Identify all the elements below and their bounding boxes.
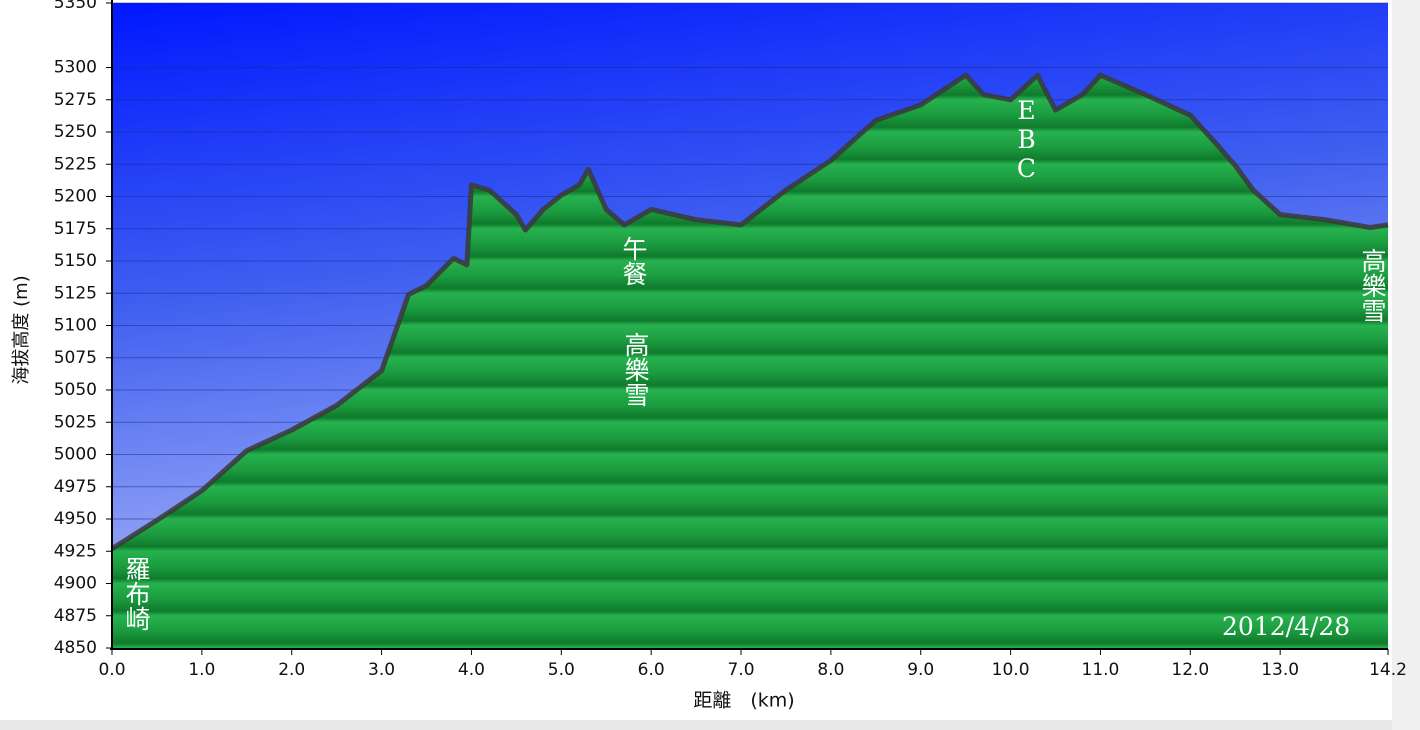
x-tick-label: 11.0 — [1082, 660, 1120, 680]
x-tick-label: 10.0 — [992, 660, 1030, 680]
x-tick-label: 4.0 — [458, 660, 485, 680]
bottom-strip — [0, 720, 1392, 730]
y-tick-label: 4950 — [54, 509, 97, 529]
elevation-line — [110, 72, 1389, 551]
y-tick-label: 5350 — [54, 0, 97, 13]
y-tick-label: 4925 — [54, 541, 97, 561]
y-tick-label: 5150 — [54, 251, 97, 271]
y-tick-label: 5050 — [54, 380, 97, 400]
x-tick-label: 7.0 — [727, 660, 754, 680]
y-tick-label: 4975 — [54, 477, 97, 497]
y-tick-label: 5300 — [54, 58, 97, 78]
elevation-area — [112, 75, 1388, 648]
y-tick-label: 5000 — [54, 445, 97, 465]
x-tick-label: 6.0 — [638, 660, 665, 680]
annotation: 高樂雪 — [621, 332, 650, 407]
y-tick-label: 5275 — [54, 90, 97, 110]
y-tick-label: 5225 — [54, 154, 97, 174]
y-tick-label: 4875 — [54, 606, 97, 626]
annotation: 高樂雪 — [1358, 248, 1387, 323]
x-tick-label: 3.0 — [368, 660, 395, 680]
x-tick-label: 0.0 — [98, 660, 125, 680]
y-axis-title: 海拔高度 (m) — [11, 275, 32, 384]
x-tick-label: 12.0 — [1171, 660, 1209, 680]
y-tick-label: 5025 — [54, 412, 97, 432]
x-tick-label: 2.0 — [278, 660, 305, 680]
annotation: EBC — [1012, 96, 1041, 183]
x-tick-label: 14.2 — [1369, 660, 1407, 680]
scrollbar[interactable] — [1392, 0, 1420, 730]
y-tick-label: 5075 — [54, 348, 97, 368]
y-tick-label: 5100 — [54, 316, 97, 336]
y-tick-label: 5200 — [54, 187, 97, 207]
x-tick-label: 5.0 — [548, 660, 575, 680]
y-tick-label: 5125 — [54, 283, 97, 303]
x-tick-label: 13.0 — [1261, 660, 1299, 680]
x-tick-label: 1.0 — [188, 660, 215, 680]
x-axis-title: 距離 (km) — [693, 690, 794, 712]
y-tick-label: 5175 — [54, 219, 97, 239]
annotation: 2012/4/28 — [1222, 612, 1351, 641]
x-tick-label: 8.0 — [817, 660, 844, 680]
annotation: 羅布崎 — [122, 556, 151, 631]
annotation: 午餐 — [619, 236, 648, 286]
y-tick-label: 4850 — [54, 638, 97, 658]
y-tick-label: 5250 — [54, 122, 97, 142]
y-tick-label: 4900 — [54, 574, 97, 594]
x-tick-label: 9.0 — [907, 660, 934, 680]
